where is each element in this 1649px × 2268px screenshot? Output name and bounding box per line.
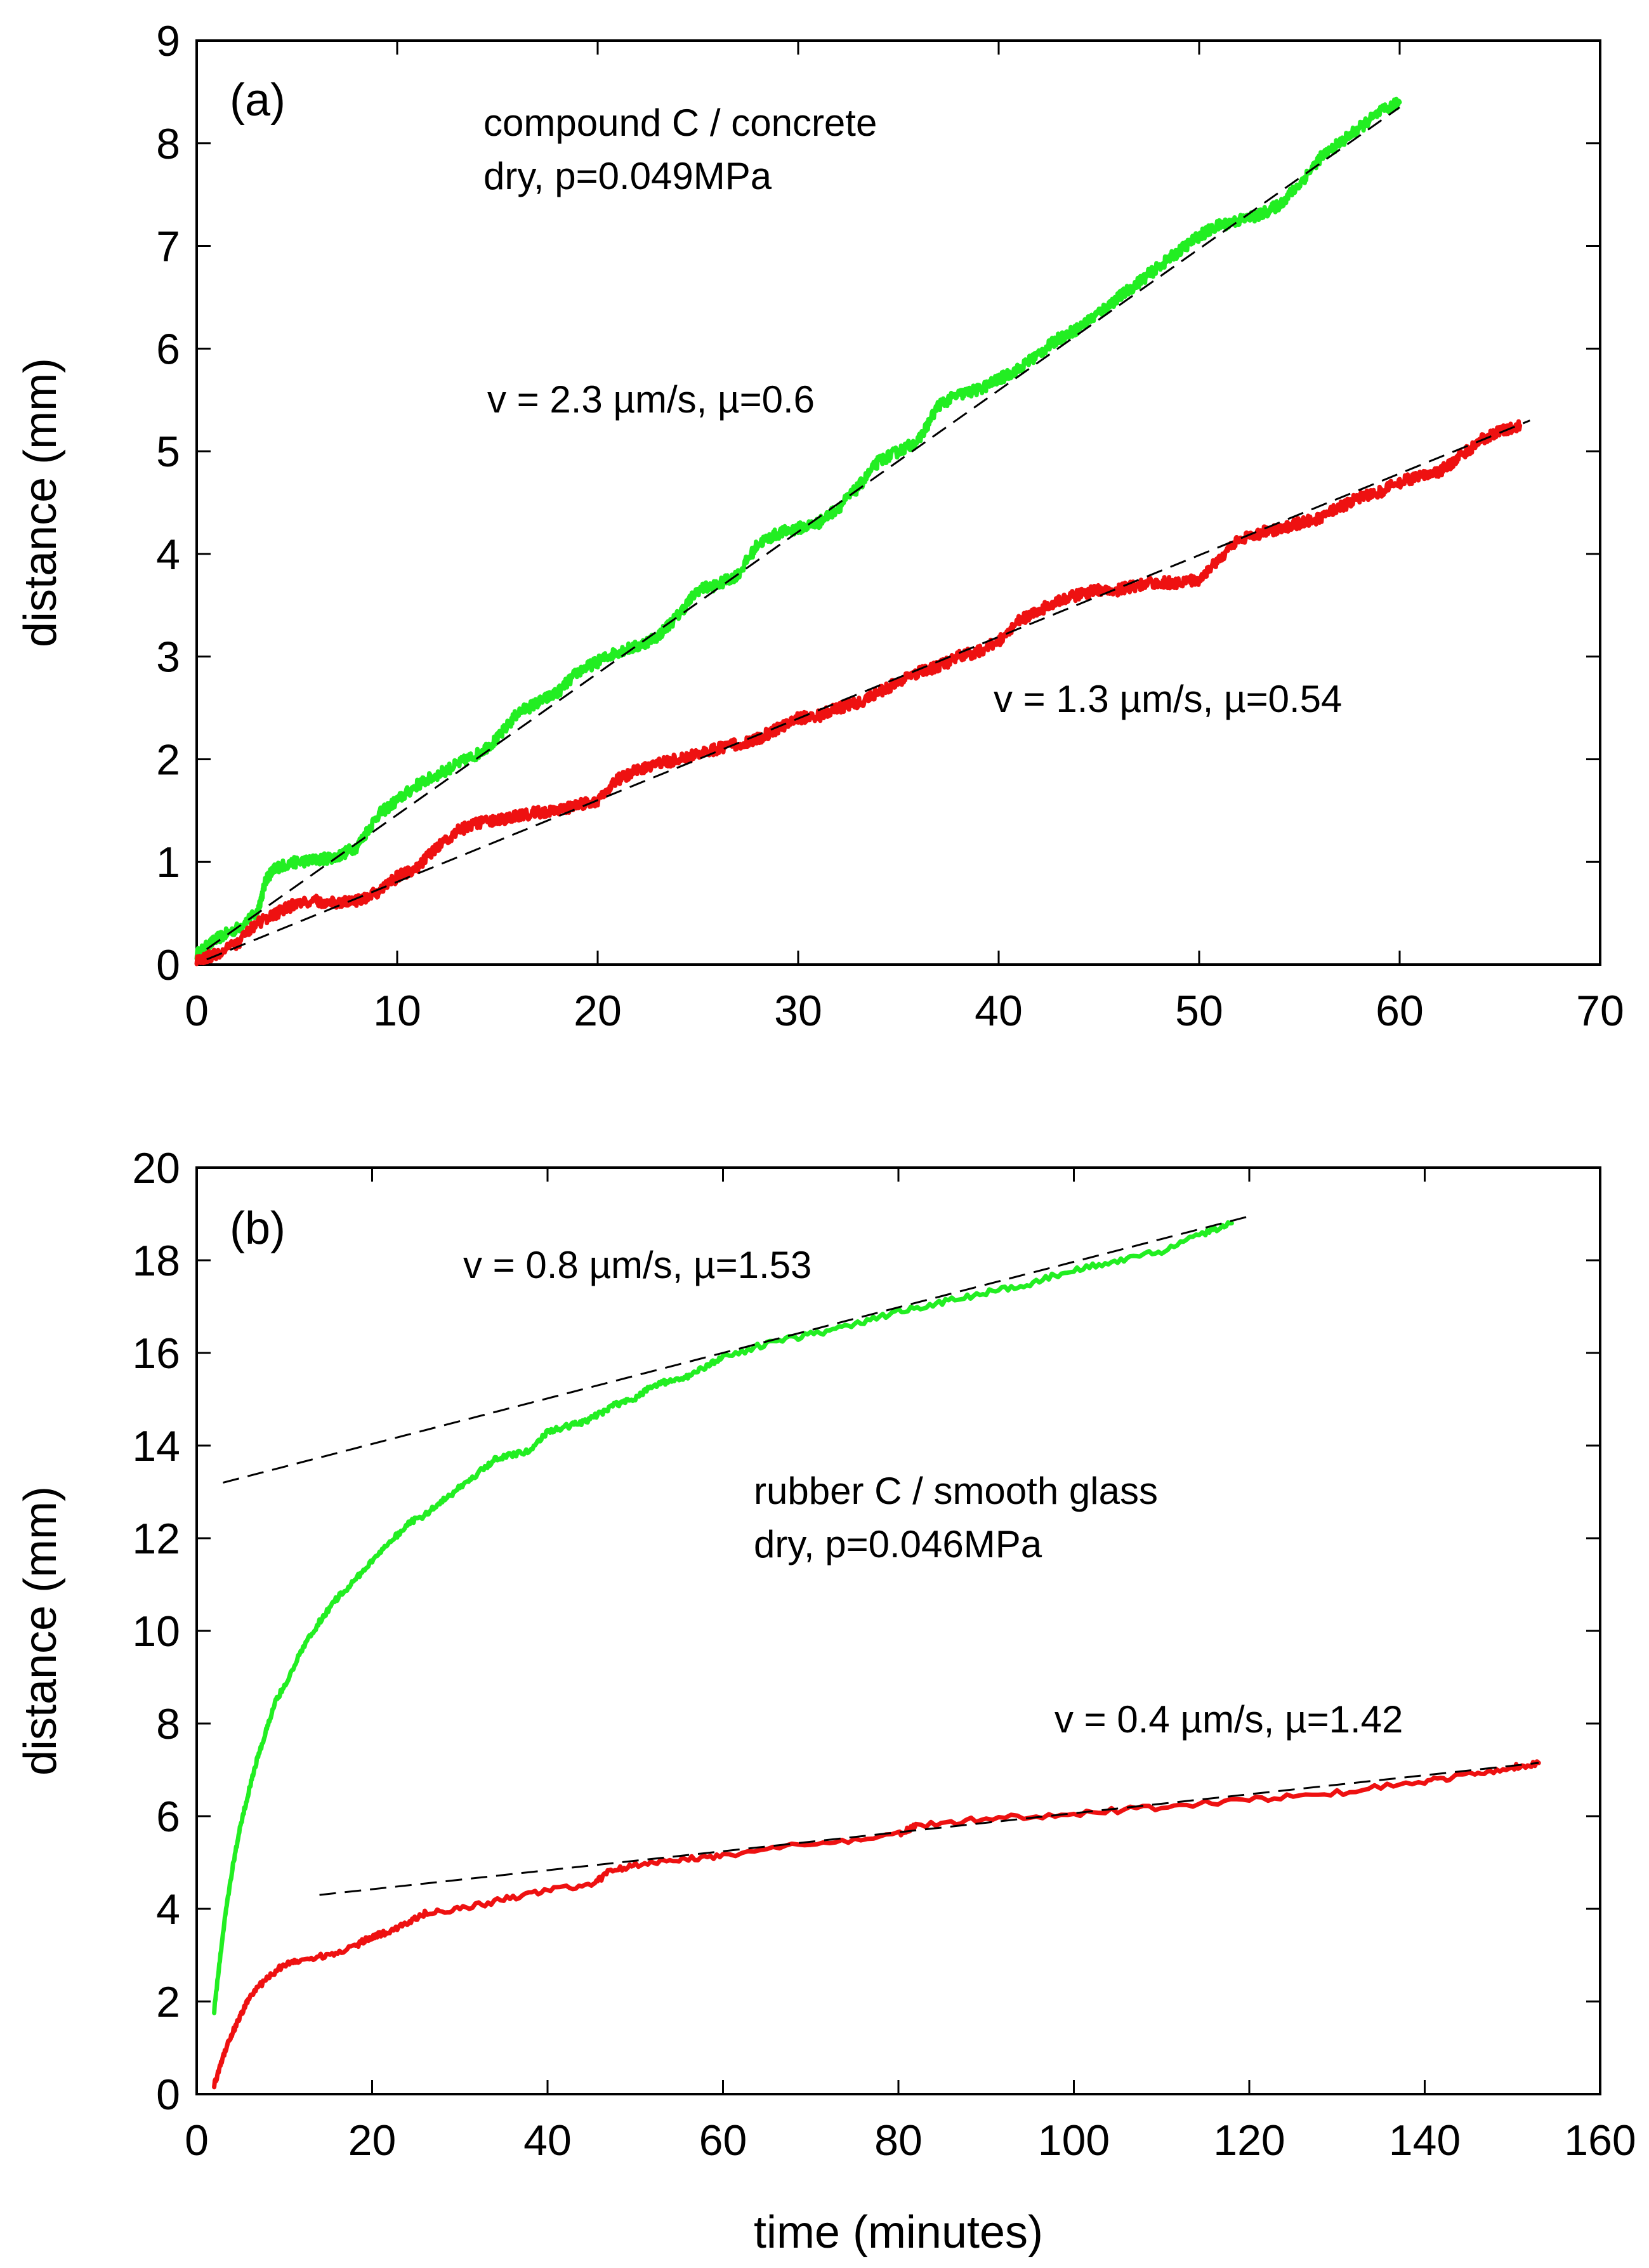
tick-marks (195, 39, 1601, 966)
y-tick-label: 2 (156, 735, 180, 784)
annotation-red-fit: v = 0.4 µm/s, µ=1.42 (1054, 1698, 1403, 1741)
y-tick-label: 5 (156, 428, 180, 476)
x-tick-label: 160 (1564, 2116, 1636, 2165)
x-tick-label: 140 (1389, 2116, 1461, 2165)
annotation-condition-line-1: compound C / concrete (483, 102, 877, 144)
annotation-condition-line-2: dry, p=0.046MPa (754, 1523, 1042, 1566)
y-tick-label: 1 (156, 838, 180, 887)
y-tick-label: 4 (156, 531, 180, 579)
x-tick-label: 0 (185, 987, 209, 1035)
y-tick-labels: 0 2 4 6 8 10 12 14 16 18 20 (132, 1144, 180, 2119)
y-tick-label: 0 (156, 941, 180, 989)
y-tick-label: 0 (156, 2071, 180, 2119)
x-tick-label: 40 (975, 987, 1023, 1035)
y-tick-label: 20 (132, 1144, 180, 1192)
annotation-green-fit: v = 0.8 µm/s, µ=1.53 (463, 1244, 811, 1286)
annotation-red-fit: v = 1.3 µm/s, µ=0.54 (994, 678, 1342, 720)
x-tick-label: 80 (874, 2116, 923, 2165)
y-tick-label: 18 (132, 1237, 180, 1285)
y-axis-label: distance (mm) (15, 358, 66, 647)
y-tick-label: 7 (156, 223, 180, 271)
y-tick-label: 2 (156, 1978, 180, 2026)
y-tick-label: 10 (132, 1607, 180, 1656)
y-tick-label: 12 (132, 1515, 180, 1563)
y-tick-labels: 0 1 2 3 4 5 6 7 8 9 (156, 17, 180, 989)
x-tick-label: 20 (574, 987, 622, 1035)
y-tick-label: 3 (156, 633, 180, 682)
x-tick-label: 20 (348, 2116, 397, 2165)
x-tick-label: 10 (373, 987, 421, 1035)
x-axis-label: time (minutes) (754, 2207, 1043, 2258)
plot-frame (195, 39, 1601, 966)
y-tick-label: 6 (156, 1793, 180, 1841)
x-tick-label: 120 (1213, 2116, 1285, 2165)
tick-marks (195, 1166, 1601, 2095)
fit-line-red (206, 419, 1530, 961)
x-tick-label: 70 (1576, 987, 1624, 1035)
x-tick-label: 60 (1376, 987, 1424, 1035)
y-tick-label: 6 (156, 325, 180, 373)
series-line-red (212, 1759, 1541, 2090)
y-tick-label: 8 (156, 1700, 180, 1748)
annotation-condition-line-2: dry, p=0.049MPa (483, 155, 772, 197)
series-line-green (194, 96, 1402, 961)
x-tick-labels: 0 20 40 60 80 100 120 140 160 (185, 2116, 1636, 2165)
y-tick-label: 14 (132, 1422, 180, 1470)
annotation-green-fit: v = 2.3 µm/s, µ=0.6 (487, 378, 815, 421)
series-line-red (194, 419, 1523, 966)
y-tick-label: 8 (156, 120, 180, 168)
fit-line-green (206, 106, 1400, 950)
series-line-green (212, 1220, 1234, 2015)
fit-line-red (319, 1762, 1539, 1896)
x-tick-label: 60 (699, 2116, 747, 2165)
y-tick-label: 9 (156, 17, 180, 65)
annotation-condition-line-1: rubber C / smooth glass (754, 1470, 1158, 1512)
y-tick-label: 16 (132, 1329, 180, 1378)
x-tick-label: 50 (1175, 987, 1223, 1035)
panel-label: (b) (230, 1203, 286, 1254)
y-axis-label: distance (mm) (15, 1486, 66, 1776)
panel-b: 0 20 40 60 80 100 120 140 160 0 2 4 6 8 … (15, 1144, 1636, 2258)
y-tick-label: 4 (156, 1885, 180, 1934)
x-tick-label: 0 (185, 2116, 209, 2165)
x-tick-label: 40 (523, 2116, 572, 2165)
x-tick-labels: 0 10 20 30 40 50 60 70 (185, 987, 1624, 1035)
x-tick-label: 100 (1038, 2116, 1110, 2165)
x-tick-label: 30 (774, 987, 822, 1035)
panel-label: (a) (230, 75, 286, 126)
panel-a: 0 10 20 30 40 50 60 70 0 1 2 3 4 5 6 7 8… (15, 17, 1624, 1035)
